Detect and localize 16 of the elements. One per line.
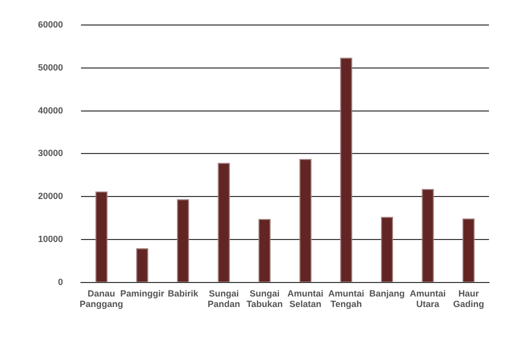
x-tick-label: Paminggir: [120, 288, 165, 298]
y-tick-label: 40000: [38, 105, 64, 116]
x-tick-label: Amuntai Selatan: [287, 288, 324, 310]
x-tick-label: Sungai Pandan: [208, 288, 240, 310]
x-tick-label: Amuntai Tengah: [328, 288, 364, 310]
x-tick-label: Babirik: [168, 288, 200, 298]
y-tick-label: 20000: [38, 191, 64, 202]
y-tick-label: 0: [58, 276, 64, 287]
y-tick-label: 60000: [38, 19, 64, 30]
y-tick-label: 10000: [38, 234, 64, 244]
x-tick-label: Sungai Tabukan: [246, 288, 283, 310]
y-tick-label: 50000: [38, 62, 64, 72]
x-tick-label: Haur Gading: [453, 288, 484, 310]
y-tick-label: 30000: [38, 148, 64, 158]
x-tick-label: Banjang: [369, 288, 405, 298]
x-tick-label: Amuntai Utara: [410, 288, 446, 310]
